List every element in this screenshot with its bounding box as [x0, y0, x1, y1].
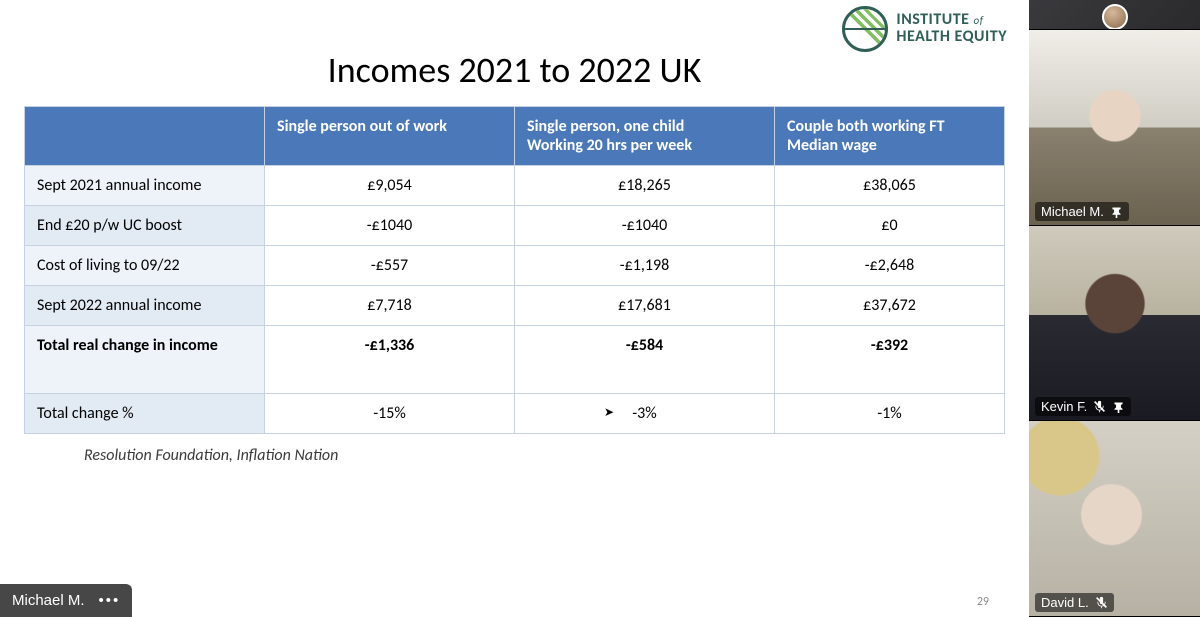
- col-header-2: Single person, one child Working 20 hrs …: [515, 107, 775, 166]
- table-row: Total change %-15%-3%-1%: [25, 394, 1005, 434]
- table-cell: -£584: [515, 326, 775, 394]
- row-label: Sept 2022 annual income: [25, 286, 265, 326]
- table-row: Sept 2022 annual income£7,718£17,681£37,…: [25, 286, 1005, 326]
- col-header-1: Single person out of work: [265, 107, 515, 166]
- participants-strip: Michael M. Kevin F. David L.: [1029, 0, 1200, 617]
- logo-mark-icon: [842, 6, 888, 52]
- participant-video: [1029, 226, 1200, 421]
- table-cell: £0: [775, 206, 1005, 246]
- table-cell: -15%: [265, 394, 515, 434]
- row-label: Total change %: [25, 394, 265, 434]
- slide-footnote: Resolution Foundation, Inflation Nation: [84, 446, 1005, 465]
- mic-muted-icon: [1093, 400, 1106, 413]
- table-cell: £17,681: [515, 286, 775, 326]
- row-label: Cost of living to 09/22: [25, 246, 265, 286]
- presenter-more-button[interactable]: •••: [99, 592, 121, 609]
- table-cell: -£1,198: [515, 246, 775, 286]
- table-cell: -3%: [515, 394, 775, 434]
- presenter-name-pill[interactable]: Michael M. •••: [0, 584, 132, 617]
- table-body: Sept 2021 annual income£9,054£18,265£38,…: [25, 166, 1005, 434]
- table-cell: -£1040: [515, 206, 775, 246]
- pin-icon: [1110, 205, 1123, 218]
- logo-line2: HEALTH EQUITY: [896, 29, 1007, 46]
- logo-of: of: [974, 14, 984, 27]
- participant-name-label: David L.: [1035, 593, 1114, 612]
- table-cell: -£557: [265, 246, 515, 286]
- table-cell: £9,054: [265, 166, 515, 206]
- shared-slide-area: INSTITUTE of HEALTH EQUITY Incomes 2021 …: [0, 0, 1029, 617]
- col-header-blank: [25, 107, 265, 166]
- presenter-name: Michael M.: [12, 592, 85, 609]
- table-cell: -£1,336: [265, 326, 515, 394]
- participant-tile[interactable]: David L.: [1029, 421, 1200, 617]
- video-conference-window: INSTITUTE of HEALTH EQUITY Incomes 2021 …: [0, 0, 1200, 617]
- row-label: End £20 p/w UC boost: [25, 206, 265, 246]
- avatar: [1102, 4, 1128, 30]
- participant-name-label: Kevin F.: [1035, 397, 1131, 416]
- row-label: Total real change in income: [25, 326, 265, 394]
- participant-name-label: Michael M.: [1035, 202, 1129, 221]
- participant-tile[interactable]: [1029, 0, 1200, 30]
- table-cell: -£1040: [265, 206, 515, 246]
- table-cell: £37,672: [775, 286, 1005, 326]
- mouse-cursor-icon: ➤: [604, 405, 614, 420]
- table-cell: £18,265: [515, 166, 775, 206]
- table-cell: -£2,648: [775, 246, 1005, 286]
- table-cell: -£392: [775, 326, 1005, 394]
- table-row: End £20 p/w UC boost-£1040-£1040£0: [25, 206, 1005, 246]
- col-header-3: Couple both working FT Median wage: [775, 107, 1005, 166]
- participant-tile[interactable]: Michael M.: [1029, 30, 1200, 226]
- participant-video: [1029, 30, 1200, 225]
- participant-tile[interactable]: Kevin F.: [1029, 226, 1200, 422]
- table-cell: -1%: [775, 394, 1005, 434]
- slide-title: Incomes 2021 to 2022 UK: [24, 48, 1005, 92]
- pin-icon: [1112, 400, 1125, 413]
- logo-text: INSTITUTE of HEALTH EQUITY: [896, 12, 1007, 46]
- slide-page-number: 29: [977, 595, 989, 609]
- table-header-row: Single person out of work Single person,…: [25, 107, 1005, 166]
- table-row: Sept 2021 annual income£9,054£18,265£38,…: [25, 166, 1005, 206]
- table-row: Cost of living to 09/22-£557-£1,198-£2,6…: [25, 246, 1005, 286]
- mic-muted-icon: [1095, 596, 1108, 609]
- org-logo: INSTITUTE of HEALTH EQUITY: [842, 6, 1007, 52]
- row-label: Sept 2021 annual income: [25, 166, 265, 206]
- table-cell: £7,718: [265, 286, 515, 326]
- participant-video: [1029, 421, 1200, 616]
- income-table: Single person out of work Single person,…: [24, 106, 1005, 434]
- table-cell: £38,065: [775, 166, 1005, 206]
- table-row: Total real change in income-£1,336-£584-…: [25, 326, 1005, 394]
